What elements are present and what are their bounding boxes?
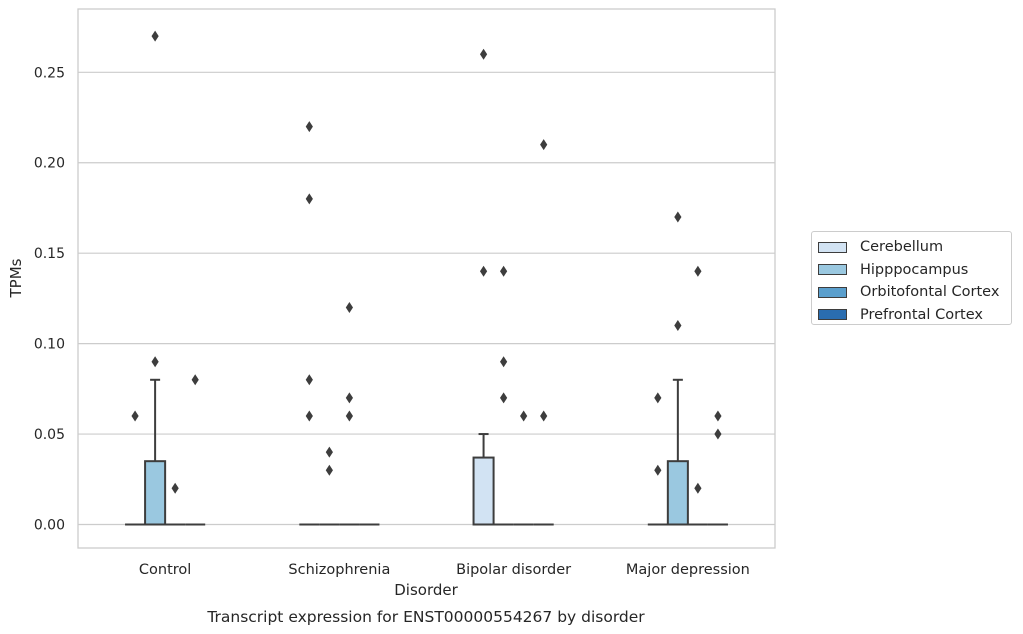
outlier-point (131, 410, 139, 422)
box-1-3 (472, 433, 495, 526)
outlier-point (325, 446, 333, 458)
x-tick-label: Bipolar disorder (456, 562, 571, 578)
plot-frame (77, 8, 776, 549)
box-2-4 (666, 378, 689, 526)
outlier-point (345, 392, 353, 404)
outlier-point (171, 482, 179, 494)
legend-label: Prefrontal Cortex (860, 306, 983, 323)
outlier-point (325, 464, 333, 476)
x-axis-label: Disorder (394, 581, 458, 599)
x-tick-label: Major depression (626, 562, 750, 578)
outlier-point (500, 356, 508, 368)
y-tick-label: 0.05 (34, 427, 65, 443)
legend: Cerebellum Hipppocampus Orbitofontal Corte… (811, 231, 1012, 325)
chart-title: Transcript expression for ENST0000055426… (206, 608, 645, 626)
y-axis-label: TPMs (7, 258, 25, 298)
outlier-point (654, 392, 662, 404)
legend-swatch (818, 241, 847, 253)
legend-swatch (818, 264, 847, 276)
outlier-point (654, 464, 662, 476)
outlier-point (151, 30, 159, 42)
outlier-point (479, 48, 488, 60)
outlier-point (714, 428, 722, 440)
x-tick-labels: Control Schizophrenia Bipolar disorder Majo… (139, 562, 750, 578)
legend-label: Cerebellum (860, 239, 944, 256)
grid-lines (78, 71, 775, 526)
y-tick-label: 0.25 (34, 65, 65, 81)
outlier-point (191, 374, 199, 386)
outlier-points (131, 30, 722, 494)
outlier-point (305, 374, 313, 386)
legend-item: Orbitofontal Cortex (818, 281, 1005, 304)
outlier-point (540, 139, 548, 151)
outlier-point (714, 410, 722, 422)
x-tick-label: Schizophrenia (288, 562, 390, 578)
legend-item: Cerebellum (818, 236, 1005, 259)
box-body (144, 460, 167, 526)
y-tick-label: 0.10 (34, 337, 65, 353)
box-body (666, 460, 689, 526)
legend-item: Prefrontal Cortex (818, 304, 1005, 327)
legend-label: Orbitofontal Cortex (860, 284, 1000, 301)
outlier-point (345, 410, 353, 422)
y-tick-labels: 0.00 0.05 0.10 0.15 0.20 0.25 (34, 65, 65, 533)
outlier-point (674, 211, 682, 223)
outlier-point (500, 265, 508, 277)
y-tick-label: 0.20 (34, 156, 65, 172)
legend-label: Hipppocampus (860, 261, 969, 278)
outlier-point (305, 193, 313, 205)
box-groups (125, 378, 728, 526)
x-tick-label: Control (139, 562, 191, 578)
outlier-point (305, 121, 313, 133)
y-tick-label: 0.00 (34, 517, 65, 533)
box-body (472, 456, 495, 526)
legend-swatch (818, 309, 847, 321)
outlier-point (674, 320, 682, 332)
outlier-point (540, 410, 548, 422)
outlier-point (694, 265, 702, 277)
outlier-point (500, 392, 508, 404)
outlier-point (151, 356, 159, 368)
box-2-1 (144, 378, 167, 526)
legend-swatch (818, 286, 847, 298)
outlier-point (305, 410, 313, 422)
legend-item: Hipppocampus (818, 259, 1005, 282)
outlier-point (520, 410, 528, 422)
y-tick-label: 0.15 (34, 246, 65, 262)
outlier-point (694, 482, 702, 494)
outlier-point (345, 301, 353, 313)
outlier-point (479, 265, 488, 277)
